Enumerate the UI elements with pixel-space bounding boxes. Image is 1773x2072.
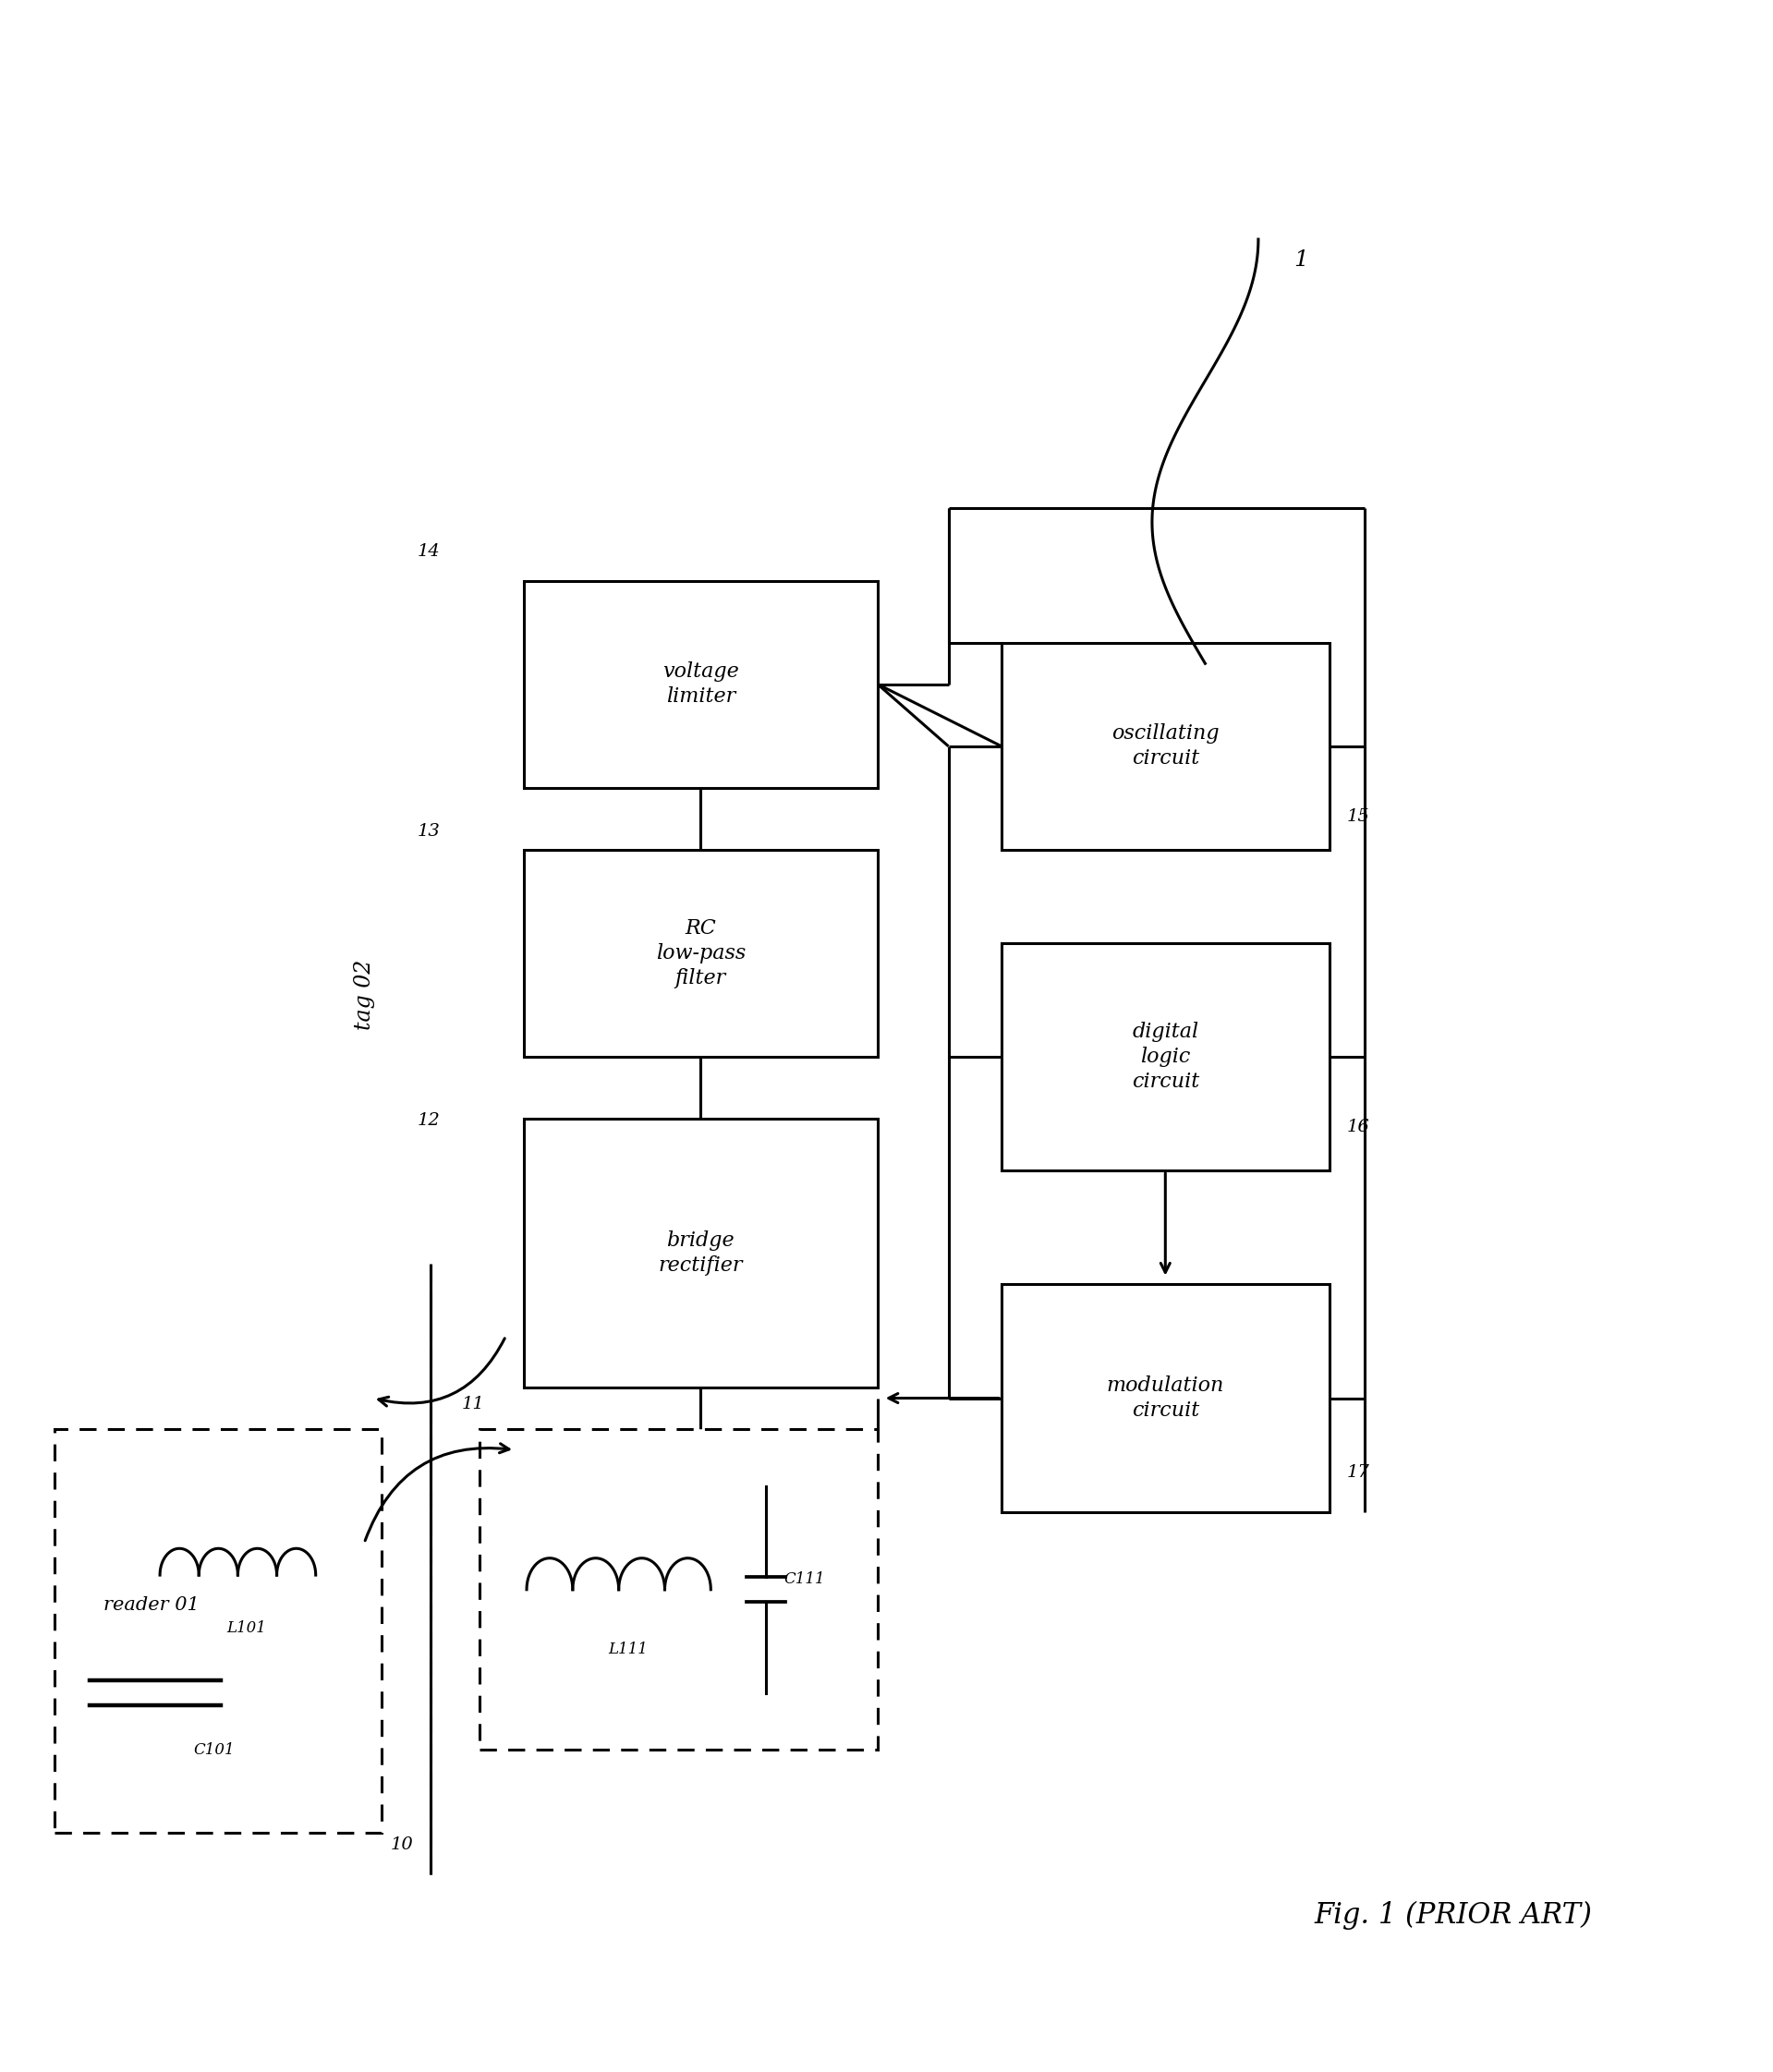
Bar — [479, 1430, 878, 1751]
Text: voltage
limiter: voltage limiter — [663, 661, 739, 707]
Bar — [523, 580, 878, 787]
Text: 12: 12 — [417, 1113, 440, 1129]
Text: C111: C111 — [784, 1571, 824, 1587]
Bar — [1002, 642, 1330, 850]
Bar — [55, 1430, 381, 1834]
Bar — [1002, 1285, 1330, 1513]
Text: Fig. 1 (PRIOR ART): Fig. 1 (PRIOR ART) — [1314, 1902, 1592, 1929]
Text: 1: 1 — [1294, 249, 1308, 269]
Text: 16: 16 — [1347, 1119, 1371, 1135]
Text: RC
low-pass
filter: RC low-pass filter — [656, 918, 745, 988]
Text: 13: 13 — [417, 823, 440, 839]
Text: oscillating
circuit: oscillating circuit — [1112, 723, 1220, 769]
Text: 11: 11 — [461, 1397, 484, 1413]
Text: tag 02: tag 02 — [353, 959, 374, 1030]
Text: digital
logic
circuit: digital logic circuit — [1131, 1021, 1199, 1092]
Bar — [523, 850, 878, 1057]
Text: modulation
circuit: modulation circuit — [1106, 1376, 1223, 1421]
Bar — [523, 1119, 878, 1388]
Text: C101: C101 — [193, 1743, 234, 1757]
Text: 15: 15 — [1347, 808, 1371, 825]
Text: bridge
rectifier: bridge rectifier — [658, 1231, 743, 1276]
Text: L111: L111 — [608, 1641, 647, 1658]
Text: L101: L101 — [227, 1620, 266, 1637]
Bar — [1002, 943, 1330, 1171]
Text: 10: 10 — [390, 1836, 413, 1854]
Text: 17: 17 — [1347, 1465, 1371, 1481]
Text: reader 01: reader 01 — [105, 1595, 200, 1614]
Text: 14: 14 — [417, 543, 440, 559]
